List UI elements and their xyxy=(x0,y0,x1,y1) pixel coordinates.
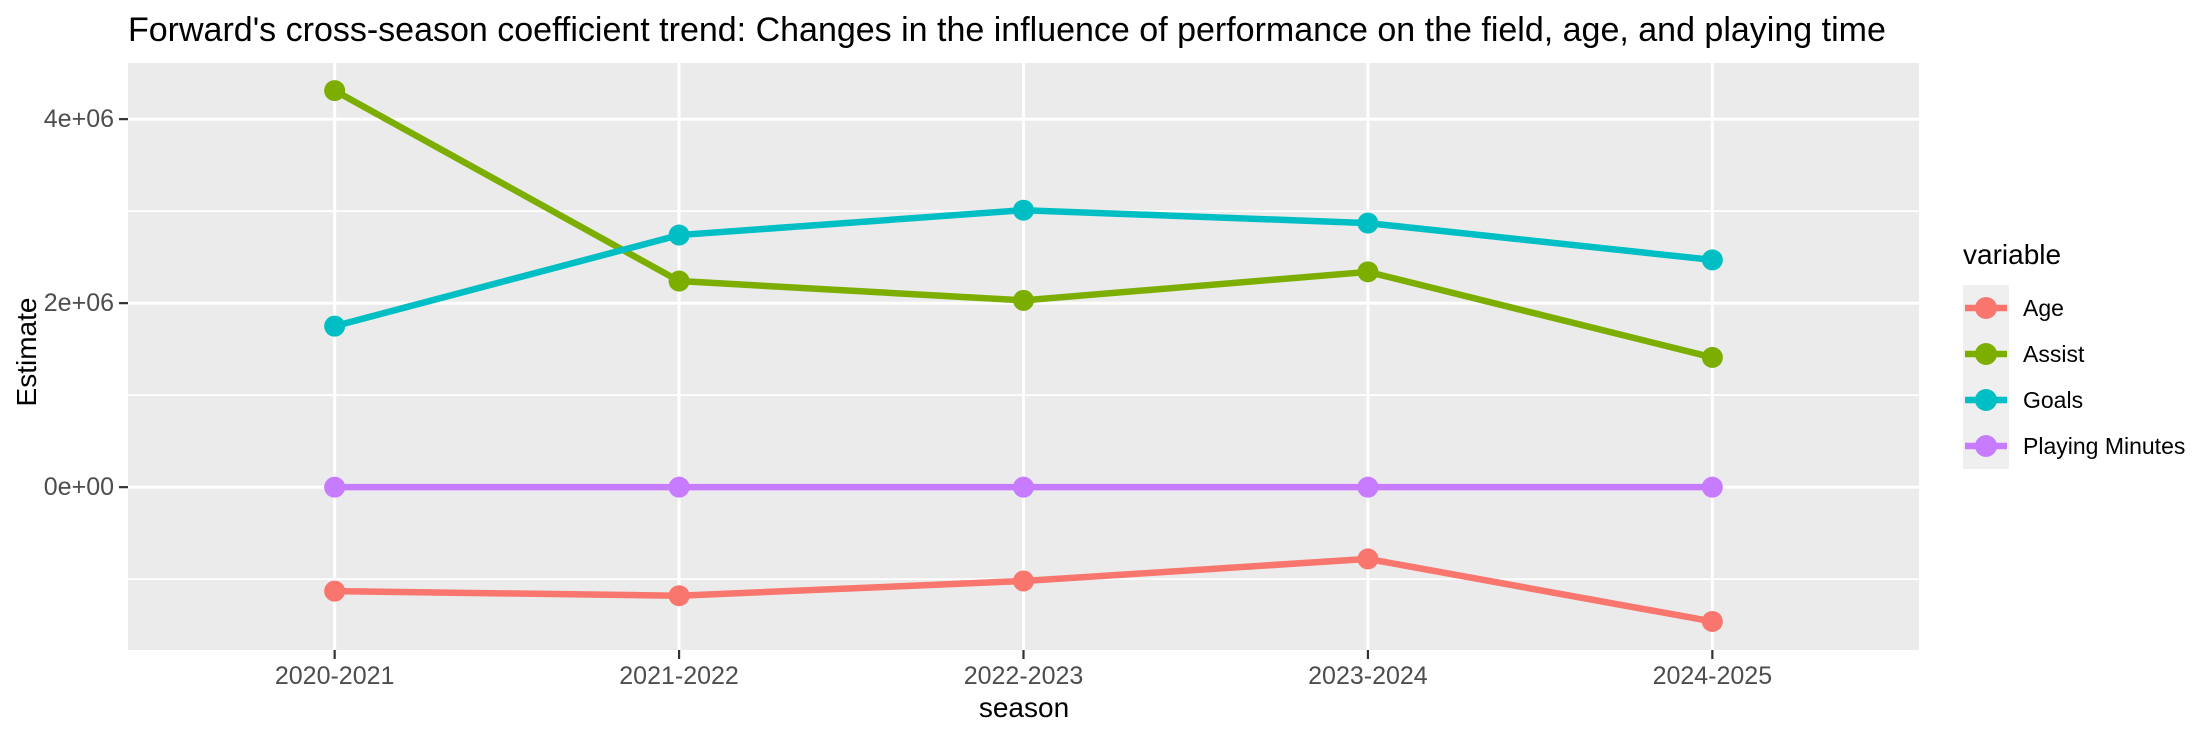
data-point-playing-minutes xyxy=(1701,476,1723,498)
legend-key-swatch xyxy=(1963,423,2009,469)
data-point-assist xyxy=(324,80,346,102)
x-tick-label: 2023-2024 xyxy=(1308,662,1428,690)
legend-key-swatch xyxy=(1963,285,2009,331)
data-point-goals xyxy=(1013,199,1034,221)
data-point-goals xyxy=(1701,249,1723,271)
data-point-goals xyxy=(668,224,690,246)
y-tick-label: 0e+00 xyxy=(43,473,114,502)
data-point-playing-minutes xyxy=(1357,476,1379,498)
y-tick-label: 4e+06 xyxy=(43,105,114,134)
legend-item-goals: Goals xyxy=(1963,377,2185,423)
legend-item-assist: Assist xyxy=(1963,331,2185,377)
data-point-assist xyxy=(1701,346,1723,368)
legend-label: Assist xyxy=(2023,340,2085,367)
x-tick-label: 2022-2023 xyxy=(963,662,1084,690)
legend-key-swatch xyxy=(1963,331,2009,377)
data-point-assist xyxy=(1357,261,1379,283)
data-point-goals xyxy=(1357,212,1379,234)
legend-label: Goals xyxy=(2023,386,2084,413)
legend-items: Age Assist Goals Playing Minutes xyxy=(1963,285,2185,469)
x-tick-label: 2024-2025 xyxy=(1652,662,1773,690)
data-point-age xyxy=(1357,548,1379,570)
data-point-playing-minutes xyxy=(668,476,690,498)
x-tick-label: 2021-2022 xyxy=(619,662,739,690)
legend-label: Playing Minutes xyxy=(2023,432,2186,459)
legend: variable Age Assist Goals Playing Minutes xyxy=(1963,238,2185,469)
legend-title: variable xyxy=(1963,239,2062,270)
x-tick-label: 2020-2021 xyxy=(274,662,395,690)
data-point-goals xyxy=(324,315,346,337)
data-point-assist xyxy=(668,270,690,292)
data-point-age xyxy=(324,580,346,602)
data-point-age xyxy=(1701,610,1723,632)
data-point-age xyxy=(668,585,690,607)
legend-item-playing-minutes: Playing Minutes xyxy=(1963,423,2185,469)
data-point-age xyxy=(1013,570,1034,592)
legend-key-swatch xyxy=(1963,377,2009,423)
data-point-playing-minutes xyxy=(324,476,346,498)
y-tick-label: 2e+06 xyxy=(43,289,114,318)
data-point-assist xyxy=(1013,289,1034,311)
x-axis-title: season xyxy=(978,692,1070,723)
legend-label: Age xyxy=(2023,294,2064,321)
y-axis-title: Estimate xyxy=(11,297,42,407)
chart-title: Forward's cross-season coefficient trend… xyxy=(128,11,1886,49)
legend-item-age: Age xyxy=(1963,285,2185,331)
data-point-playing-minutes xyxy=(1013,476,1034,498)
